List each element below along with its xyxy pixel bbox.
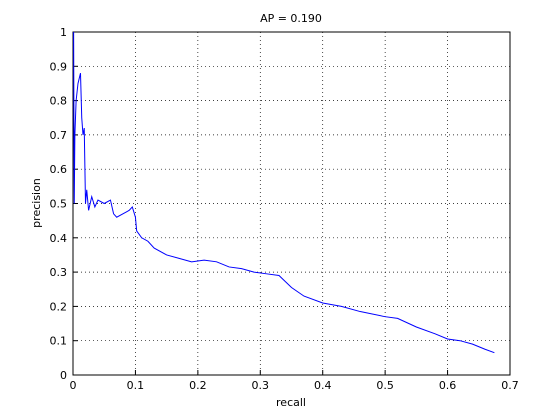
x-tick-label: 0.6 xyxy=(439,379,457,392)
x-tick-label: 0 xyxy=(70,379,77,392)
x-tick-label: 0.2 xyxy=(189,379,207,392)
y-tick-label: 0.4 xyxy=(50,232,68,245)
x-tick-label: 0.3 xyxy=(252,379,270,392)
y-tick-label: 0 xyxy=(60,369,67,382)
pr-curve xyxy=(73,31,495,354)
y-tick-label: 0.7 xyxy=(50,129,68,142)
y-tick-label: 0.8 xyxy=(50,95,68,108)
x-tick-label: 0.4 xyxy=(314,379,332,392)
y-tick-label: 1 xyxy=(60,26,67,39)
y-axis-label: precision xyxy=(30,178,43,228)
y-tick-label: 0.5 xyxy=(50,198,68,211)
x-axis-label: recall xyxy=(276,396,306,409)
y-tick-label: 0.3 xyxy=(50,266,68,279)
y-tick-label: 0.1 xyxy=(50,335,68,348)
y-tick-label: 0.9 xyxy=(50,60,68,73)
x-tick-label: 0.7 xyxy=(501,379,519,392)
y-tick-label: 0.2 xyxy=(50,300,68,313)
x-tick-label: 0.1 xyxy=(127,379,145,392)
x-tick-label: 0.5 xyxy=(376,379,394,392)
chart-title: AP = 0.190 xyxy=(260,12,322,25)
y-tick-label: 0.6 xyxy=(50,163,68,176)
plot-frame xyxy=(72,31,511,376)
